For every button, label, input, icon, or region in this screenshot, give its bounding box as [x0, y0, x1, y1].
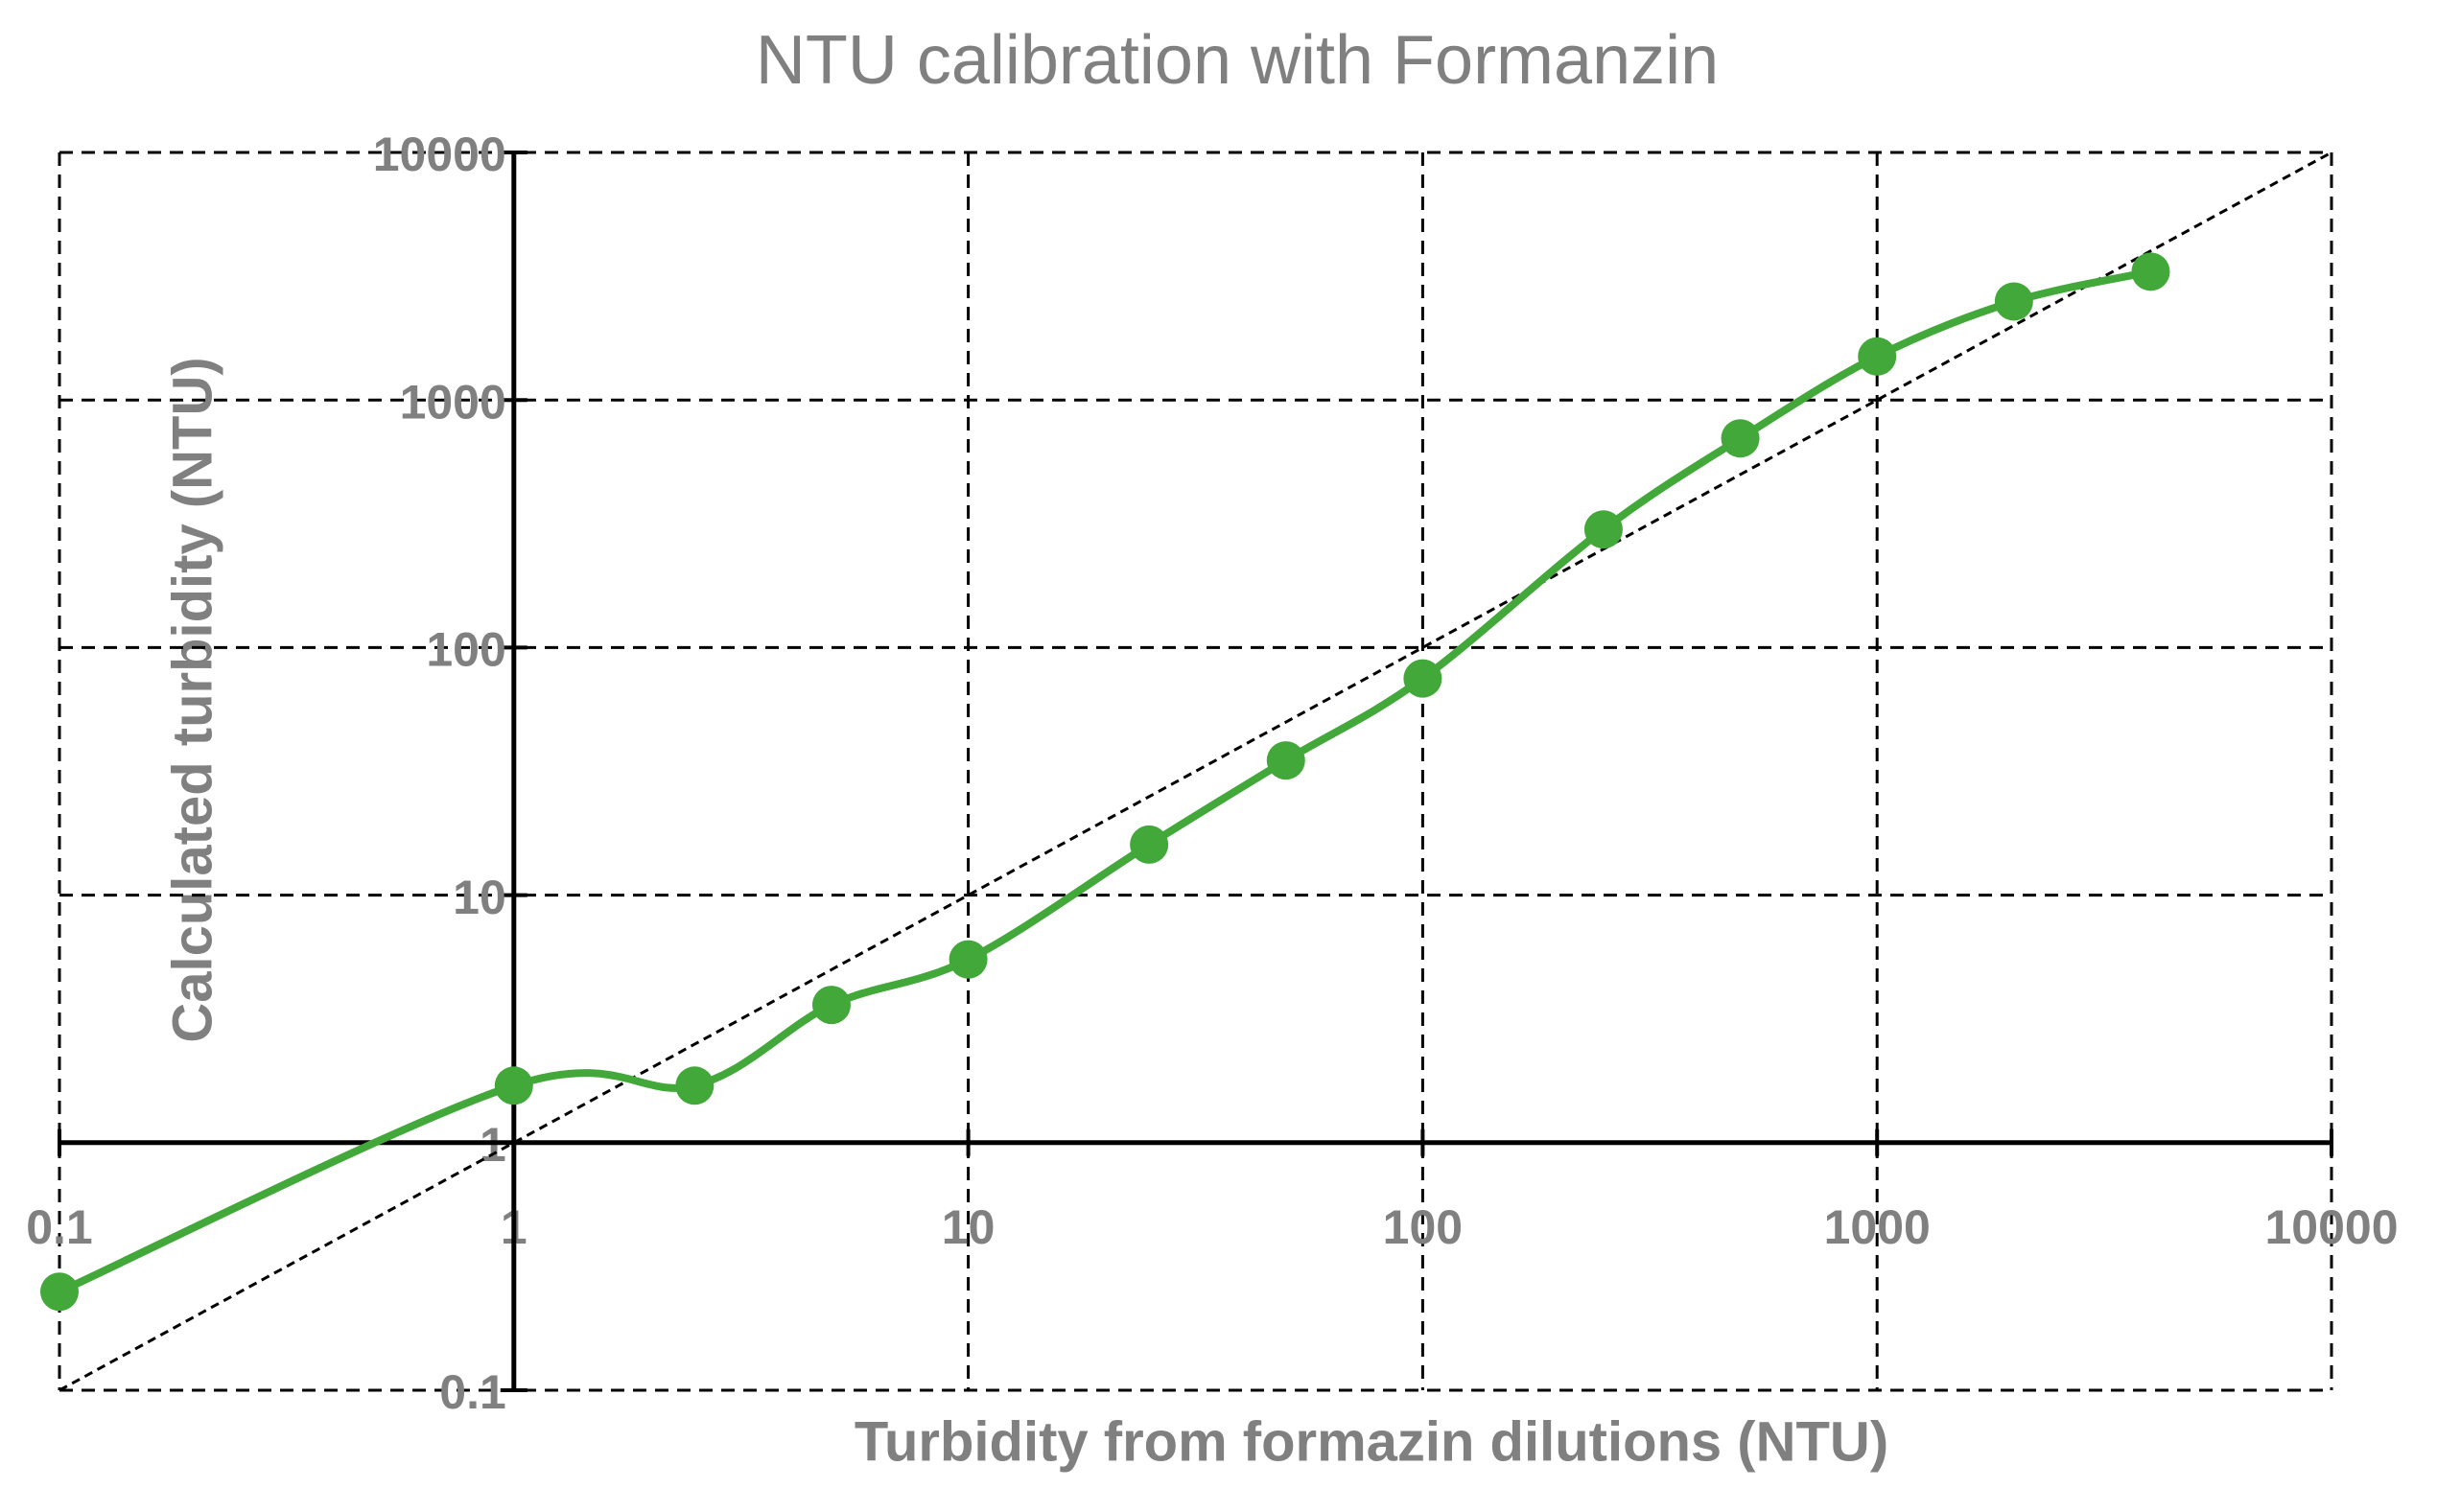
x-tick-label: 10000	[2264, 1200, 2398, 1254]
x-tick-label: 10	[942, 1200, 996, 1254]
data-point	[1721, 419, 1760, 458]
x-axis-title: Turbidity from formazin dilutions (NTU)	[855, 1410, 1888, 1473]
x-tick-label: 100	[1383, 1200, 1463, 1254]
y-tick-label: 10000	[373, 128, 506, 181]
y-tick-label: 100	[426, 623, 505, 677]
data-point	[811, 986, 851, 1025]
y-tick-label: 1000	[400, 375, 506, 429]
data-point	[2131, 252, 2170, 291]
data-point	[1583, 510, 1623, 549]
data-point	[1130, 825, 1169, 864]
data-point	[40, 1272, 79, 1312]
series-line	[58, 268, 2152, 1295]
data-point	[1266, 741, 1305, 780]
x-tick-label: 0.1	[26, 1200, 93, 1254]
x-tick-label: 1000	[1824, 1200, 1931, 1254]
y-tick-label: 10	[453, 871, 506, 924]
data-point	[1858, 337, 1897, 376]
data-point	[949, 940, 988, 979]
data-point	[675, 1066, 715, 1105]
data-point	[494, 1066, 533, 1105]
chart-title: NTU calibration with Formanzin	[756, 22, 1719, 99]
y-axis-title: Calculated turbidity (NTU)	[161, 357, 223, 1042]
y-tick-label: 0.1	[439, 1365, 506, 1419]
reference-line	[59, 151, 2332, 1392]
data-point	[1403, 659, 1442, 698]
data-point	[1994, 282, 2033, 321]
